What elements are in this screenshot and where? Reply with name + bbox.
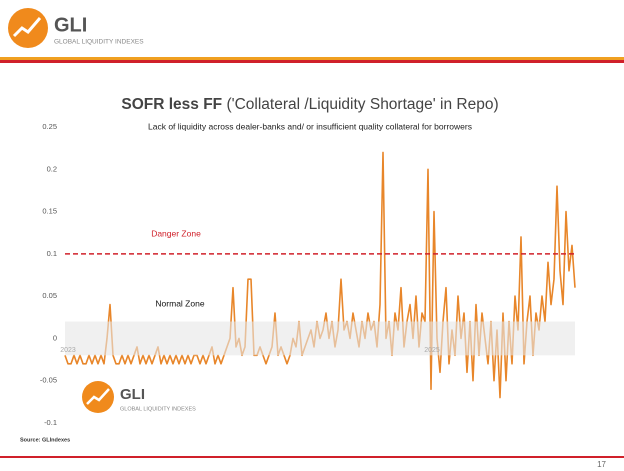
y-tick-label: 0.1	[47, 249, 57, 258]
watermark-logo: GLI GLOBAL LIQUIDITY INDEXES	[82, 381, 196, 413]
header-logo: GLI GLOBAL LIQUIDITY INDEXES	[8, 8, 144, 48]
y-tick-label: 0.05	[42, 291, 57, 300]
title-rest: ('Collateral /Liquidity Shortage' in Rep…	[226, 96, 498, 113]
logo-circle	[8, 8, 48, 48]
tagline: GLOBAL LIQUIDITY INDEXES	[54, 39, 144, 46]
band-label: Normal Zone	[155, 298, 204, 308]
period-label: 2025	[424, 347, 440, 354]
period-label: 2023	[60, 347, 76, 354]
footer-bar	[0, 456, 624, 458]
logo-circle	[82, 381, 114, 413]
chart-title: SOFR less FF ('Collateral /Liquidity Sho…	[121, 96, 498, 113]
y-tick-label: 0	[53, 333, 57, 342]
y-tick-label: 0.2	[47, 164, 57, 173]
threshold-label: Danger Zone	[151, 228, 201, 238]
brand: GLI	[120, 386, 145, 403]
logo-arrow	[12, 17, 42, 38]
page-number: 17	[597, 460, 606, 469]
y-tick-label: -0.05	[40, 376, 57, 385]
header-bar	[0, 57, 624, 60]
source: Source: GLIndexes	[20, 437, 70, 443]
plot: -0.1 -0.05 0 0.05 0.1 0.15 0.2 0.25 Normal Zone D…	[40, 122, 576, 427]
y-tick-label: -0.1	[44, 418, 57, 427]
tagline: GLOBAL LIQUIDITY INDEXES	[120, 406, 196, 412]
normal-band	[65, 321, 575, 356]
y-tick-label: 0.25	[42, 122, 57, 131]
y-tick-label: 0.15	[42, 207, 57, 216]
brand: GLI	[54, 14, 87, 36]
header-bar	[0, 60, 624, 63]
logo-arrow	[86, 388, 110, 405]
title-bold: SOFR less FF	[121, 96, 222, 113]
subtitle: Lack of liquidity across dealer-banks an…	[148, 121, 472, 131]
